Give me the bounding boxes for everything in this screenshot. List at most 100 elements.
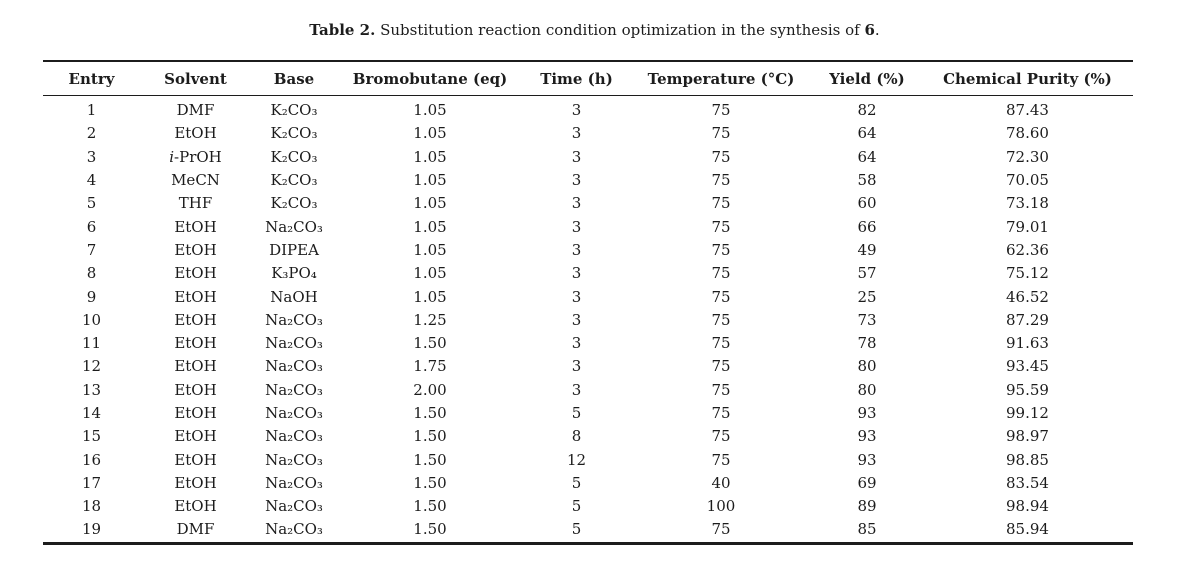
table-cell: 12 xyxy=(81,357,102,376)
table-caption: Table 2. Substitution reaction condition… xyxy=(0,20,1189,40)
table-cell: 10 xyxy=(81,310,102,329)
table-cell: 40 xyxy=(711,473,731,492)
table-cell: 100 xyxy=(706,497,736,516)
table-cell: 93 xyxy=(857,450,877,469)
table-cell: 16 xyxy=(81,450,102,469)
table-cell: 69 xyxy=(857,473,877,492)
table-cell: 1.05 xyxy=(413,101,447,120)
table-row: 7 EtOH DIPEA 1.05 3 75 49 62.36 xyxy=(43,239,1133,262)
table-row: 12 EtOH Na₂CO₃ 1.75 3 75 80 93.45 xyxy=(43,355,1133,378)
table-cell: 3 xyxy=(571,357,582,376)
table-cell: 1.05 xyxy=(413,240,447,259)
table-cell: 11 xyxy=(81,334,102,353)
table-cell: 5 xyxy=(86,194,97,213)
table-cell: 87.29 xyxy=(1006,310,1049,329)
table-cell: 1.05 xyxy=(413,147,447,166)
table-cell: 75 xyxy=(711,520,731,539)
table-cell: Na₂CO₃ xyxy=(265,450,323,469)
table-cell: 5 xyxy=(571,404,582,422)
table-cell: 75 xyxy=(711,217,731,236)
table-cell: EtOH xyxy=(174,334,217,353)
table-cell: 3 xyxy=(571,264,582,283)
table-cell: 1.05 xyxy=(413,287,447,306)
table-cell: 75 xyxy=(711,171,731,190)
table-cell: 18 xyxy=(81,497,102,516)
table-cell: 95.59 xyxy=(1006,380,1049,399)
table-cell: 85 xyxy=(857,520,877,539)
table-cell: EtOH xyxy=(174,357,217,376)
table-cell: 2.00 xyxy=(413,380,447,399)
table-cell: 1.50 xyxy=(413,404,447,422)
table-row: 4 MeCN K₂CO₃ 1.05 3 75 58 70.05 xyxy=(43,169,1133,192)
table-cell: 1.05 xyxy=(413,264,447,283)
table-cell: 75 xyxy=(711,194,731,213)
table-cell: EtOH xyxy=(174,310,217,329)
table-row: 6 EtOH Na₂CO₃ 1.05 3 75 66 79.01 xyxy=(43,215,1133,238)
table-cell: 5 xyxy=(571,473,582,492)
table-header-row: Entry Solvent Base Bromobutane (eq) Time… xyxy=(43,61,1133,96)
table-cell: 5 xyxy=(571,520,582,539)
table-cell: 1.75 xyxy=(413,357,447,376)
table-body: 1 DMF K₂CO₃ 1.05 3 75 82 87.43 2 EtOH K₂CO₃ 1.05 3 75… xyxy=(43,96,1133,544)
table-cell: Na₂CO₃ xyxy=(265,334,323,353)
table-cell: 49 xyxy=(857,240,877,259)
table-cell: 75 xyxy=(711,357,731,376)
table-cell: 93 xyxy=(857,404,877,422)
table-cell: 3 xyxy=(571,287,582,306)
table-caption-compound: 6 xyxy=(864,21,875,39)
table-cell: 75 xyxy=(711,147,731,166)
table-cell: K₂CO₃ xyxy=(270,101,318,120)
table-cell: 1.05 xyxy=(413,171,447,190)
table-cell: NaOH xyxy=(270,287,318,306)
table-cell: 1.05 xyxy=(413,124,447,143)
table-cell: 75 xyxy=(711,380,731,399)
table-row: 15 EtOH Na₂CO₃ 1.50 8 75 93 98.97 xyxy=(43,425,1133,448)
table-cell: 3 xyxy=(571,217,582,236)
table-cell: 6 xyxy=(86,217,97,236)
table-cell: K₂CO₃ xyxy=(270,147,318,166)
table-cell: 98.94 xyxy=(1006,497,1049,516)
table-cell: 9 xyxy=(86,287,97,306)
table-cell: 75 xyxy=(711,450,731,469)
table-cell: 25 xyxy=(857,287,877,306)
table-cell: 46.52 xyxy=(1006,287,1049,306)
table-cell: 13 xyxy=(81,380,102,399)
table-row: 2 EtOH K₂CO₃ 1.05 3 75 64 78.60 xyxy=(43,122,1133,145)
table-cell: 1.05 xyxy=(413,194,447,213)
table-row: 9 EtOH NaOH 1.05 3 75 25 46.52 xyxy=(43,285,1133,308)
table-cell: 4 xyxy=(86,171,97,190)
table-cell: 5 xyxy=(571,497,582,516)
table-cell: 1.50 xyxy=(413,427,447,446)
table-cell: EtOH xyxy=(174,473,217,492)
table-cell: 3 xyxy=(571,171,582,190)
table-cell: 14 xyxy=(81,404,102,422)
table-cell: 75.12 xyxy=(1006,264,1049,283)
table-cell: DMF xyxy=(176,520,215,539)
table-cell: 72.30 xyxy=(1006,147,1049,166)
table-row: 3 i-PrOH K₂CO₃ 1.05 3 75 64 72.30 xyxy=(43,146,1133,169)
table-cell: 80 xyxy=(857,357,877,376)
table-cell: i-PrOH xyxy=(169,147,222,166)
table-cell: 98.85 xyxy=(1006,450,1049,469)
table-row: 19 DMF Na₂CO₃ 1.50 5 75 85 85.94 xyxy=(43,518,1133,543)
table-cell: 1 xyxy=(86,101,97,120)
table-cell: 60 xyxy=(857,194,877,213)
table-cell: 89 xyxy=(857,497,877,516)
table-cell: 3 xyxy=(571,194,582,213)
table-cell: 75 xyxy=(711,264,731,283)
table-cell: 1.05 xyxy=(413,217,447,236)
table-cell: 99.12 xyxy=(1006,404,1049,422)
table-caption-label: Table 2. xyxy=(309,21,376,39)
optimization-table: Entry Solvent Base Bromobutane (eq) Time… xyxy=(43,60,1133,545)
table-cell: 75 xyxy=(711,240,731,259)
table-cell: 3 xyxy=(571,240,582,259)
table-cell: K₂CO₃ xyxy=(270,194,318,213)
table-cell: 73.18 xyxy=(1006,194,1049,213)
table-cell: 83.54 xyxy=(1006,473,1049,492)
table-row: 5 THF K₂CO₃ 1.05 3 75 60 73.18 xyxy=(43,192,1133,215)
table-cell: 82 xyxy=(857,101,877,120)
column-header-yield: Yield (%) xyxy=(812,61,922,96)
table-row: 1 DMF K₂CO₃ 1.05 3 75 82 87.43 xyxy=(43,96,1133,123)
table-cell: 57 xyxy=(857,264,877,283)
table-cell: Na₂CO₃ xyxy=(265,497,323,516)
